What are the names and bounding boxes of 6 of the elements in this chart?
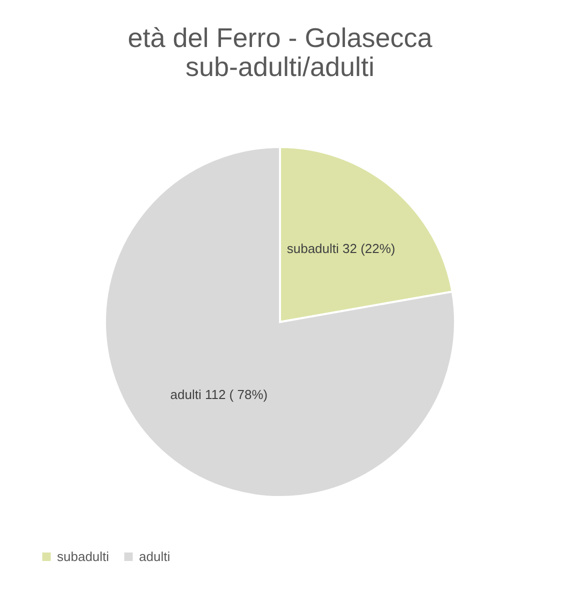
legend-label: subadulti [57,548,110,564]
legend-label: adulti [139,548,170,564]
pie-slice [104,146,456,498]
data-label: subadulti 32 (22%) [286,241,396,256]
chart-title: età del Ferro - Golasecca sub-adulti/adulti [128,23,434,82]
data-label: adulti 112 ( 78%) [170,386,268,402]
